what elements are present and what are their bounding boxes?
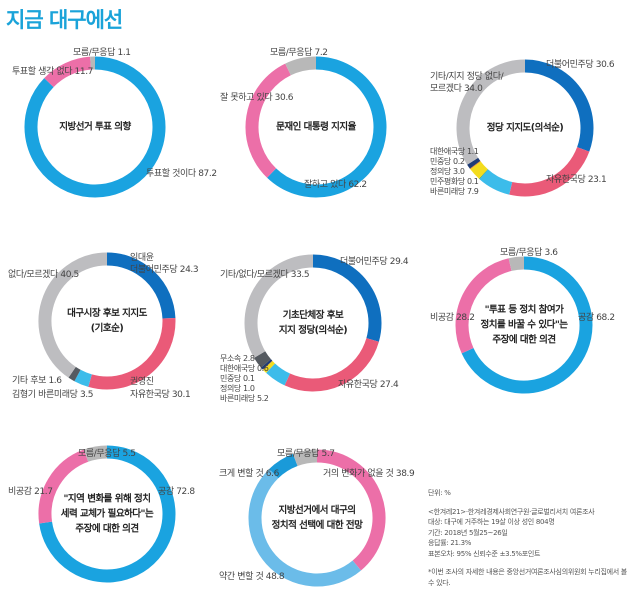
label-peace: 민주평화당 0.1	[430, 177, 479, 186]
label-disapprove: 잘 못하고 있다 30.6	[220, 93, 294, 103]
donut-segment	[39, 445, 176, 583]
target-note: 대상: 대구에 거주하는 19살 이상 성인 804명	[428, 518, 555, 526]
donut-segment	[38, 252, 108, 378]
donut-segment	[284, 337, 379, 392]
label-no-answer: 모름/무응답 1.1	[73, 48, 131, 58]
chart-title: "투표 등 정치 참여가 정치를 바꿀 수 있다"는 주장에 대한 의견	[480, 304, 568, 346]
donut-segment	[456, 59, 526, 165]
label-patriotic: 대한애국당 0.6	[220, 364, 269, 373]
chart-title: "지역 변화를 위해 정치 세력 교체가 필요하다"는 주장에 대한 의견	[60, 493, 154, 535]
label-other-line2: 모르겠다 34.0	[430, 84, 483, 94]
donut-segment	[248, 468, 361, 587]
label-no-answer: 모름/무응답 3.6	[500, 248, 558, 258]
donut-segment	[106, 252, 176, 319]
donut-segment	[261, 359, 273, 370]
donut-segment	[312, 254, 382, 342]
label-justice: 정의당 1.0	[220, 384, 255, 393]
label-no-vote: 투표할 생각 없다 11.7	[12, 67, 93, 77]
donut-segment	[461, 256, 593, 394]
donut-segment	[44, 56, 92, 88]
donut-segment	[455, 258, 512, 354]
donut-segment	[83, 445, 108, 462]
label-approve: 잘하고 있다 62.2	[304, 180, 367, 190]
label-undecided: 없다/모르겠다 40.5	[8, 270, 79, 280]
label-agree: 공감 68.2	[578, 313, 615, 323]
chart-title: 지방선거 투표 의향	[59, 121, 131, 133]
donut-segment	[524, 59, 594, 152]
label-candidate-2-name: 권영진	[130, 377, 154, 387]
label-candidate-2-party: 자유한국당 30.1	[130, 390, 191, 400]
label-will-vote: 투표할 것이다 87.2	[146, 169, 217, 179]
label-other-candidate: 기타 후보 1.6	[12, 376, 62, 386]
donut-segment	[479, 169, 513, 195]
label-justice: 정의당 3.0	[430, 167, 465, 176]
donut-segment	[263, 360, 276, 373]
donut-segment	[292, 449, 318, 467]
chart-title: 지방선거에서 대구의 정치적 선택에 대한 전망	[271, 505, 363, 531]
chart-title: 기초단체장 후보 지지 정당(의석순)	[278, 310, 348, 336]
label-candidate-1-name: 임대윤	[130, 253, 154, 263]
label-liberty: 자유한국당 23.1	[546, 175, 607, 185]
donut-segment	[470, 161, 488, 179]
label-other: 기타/없다/모르겠다 33.5	[220, 270, 310, 280]
chart-title: 대구시장 후보 지지도 (기호순)	[67, 308, 147, 334]
footnote: *이번 조사의 자세한 내용은 중앙선거여론조사심의위원회 누리집에서 볼 수 …	[428, 568, 627, 587]
label-minjung: 민중당 0.1	[220, 374, 255, 383]
label-no-answer: 모름/무응답 5.5	[78, 449, 136, 459]
donut-segment	[254, 351, 271, 368]
label-disagree: 비공감 21.7	[8, 487, 53, 497]
period-note: 기간: 2018년 5월25~26일	[428, 528, 508, 537]
donut-segment	[38, 449, 89, 524]
label-bareun: 바른미래당 5.2	[220, 394, 269, 403]
donut-segment	[316, 449, 386, 571]
donut-segment	[74, 369, 93, 387]
label-candidate-3: 김형기 바른미래당 3.5	[12, 390, 94, 400]
label-patriotic: 대한애국당 1.1	[430, 147, 479, 156]
survey-notes: 단위: % <한겨레21>·한겨레경제사회연구원·글로벌리서치 여론조사 대상:…	[428, 488, 628, 588]
label-big-change: 크게 변할 것 6.6	[219, 469, 279, 479]
source-note: <한겨레21>·한겨레경제사회연구원·글로벌리서치 여론조사	[428, 507, 595, 516]
label-agree: 공감 72.8	[158, 487, 195, 497]
donut-segment	[245, 63, 292, 178]
chart-title: 정당 지지도(의석순)	[486, 122, 564, 134]
donut-segment	[244, 254, 314, 358]
page-title: 지금 대구에선	[6, 8, 123, 32]
margin-note: 표본오차: 95% 신뢰수준 ±3.5%포인트	[428, 549, 541, 558]
chart-title: 문재인 대통령 지지율	[276, 121, 356, 133]
label-no-answer: 모름/무응답 5.7	[277, 449, 335, 459]
donut-segment	[68, 366, 81, 382]
label-democratic: 더불어민주당 29.4	[340, 257, 409, 267]
donut-segment	[269, 453, 298, 479]
label-candidate-1-party: 더불어민주당 24.3	[130, 265, 199, 275]
label-minjung: 민중당 0.2	[430, 157, 465, 166]
donut-segment	[509, 146, 590, 197]
label-liberty: 자유한국당 27.4	[338, 380, 399, 390]
label-independent: 무소속 2.8	[220, 354, 255, 363]
label-some-change: 약간 변할 것 48.8	[219, 572, 285, 582]
donut-segment	[24, 56, 166, 198]
label-disagree: 비공감 28.2	[430, 313, 475, 323]
unit-note: 단위: %	[428, 489, 451, 497]
donut-segment	[266, 363, 291, 386]
donut-segment	[285, 56, 317, 76]
label-other-line1: 기타/지지 정당 없다/	[430, 72, 504, 82]
label-bareun: 바른미래당 7.9	[430, 187, 479, 196]
label-no-answer: 모름/무응답 7.2	[270, 48, 328, 58]
donut-segment	[267, 56, 387, 198]
donut-segment	[88, 317, 176, 390]
response-rate-note: 응답률: 21.3%	[428, 539, 472, 547]
donut-segment	[467, 157, 481, 169]
label-democratic: 더불어민주당 30.6	[546, 60, 615, 70]
label-no-change: 거의 변화가 없을 것 38.9	[323, 469, 415, 479]
donut-segment	[508, 256, 525, 271]
